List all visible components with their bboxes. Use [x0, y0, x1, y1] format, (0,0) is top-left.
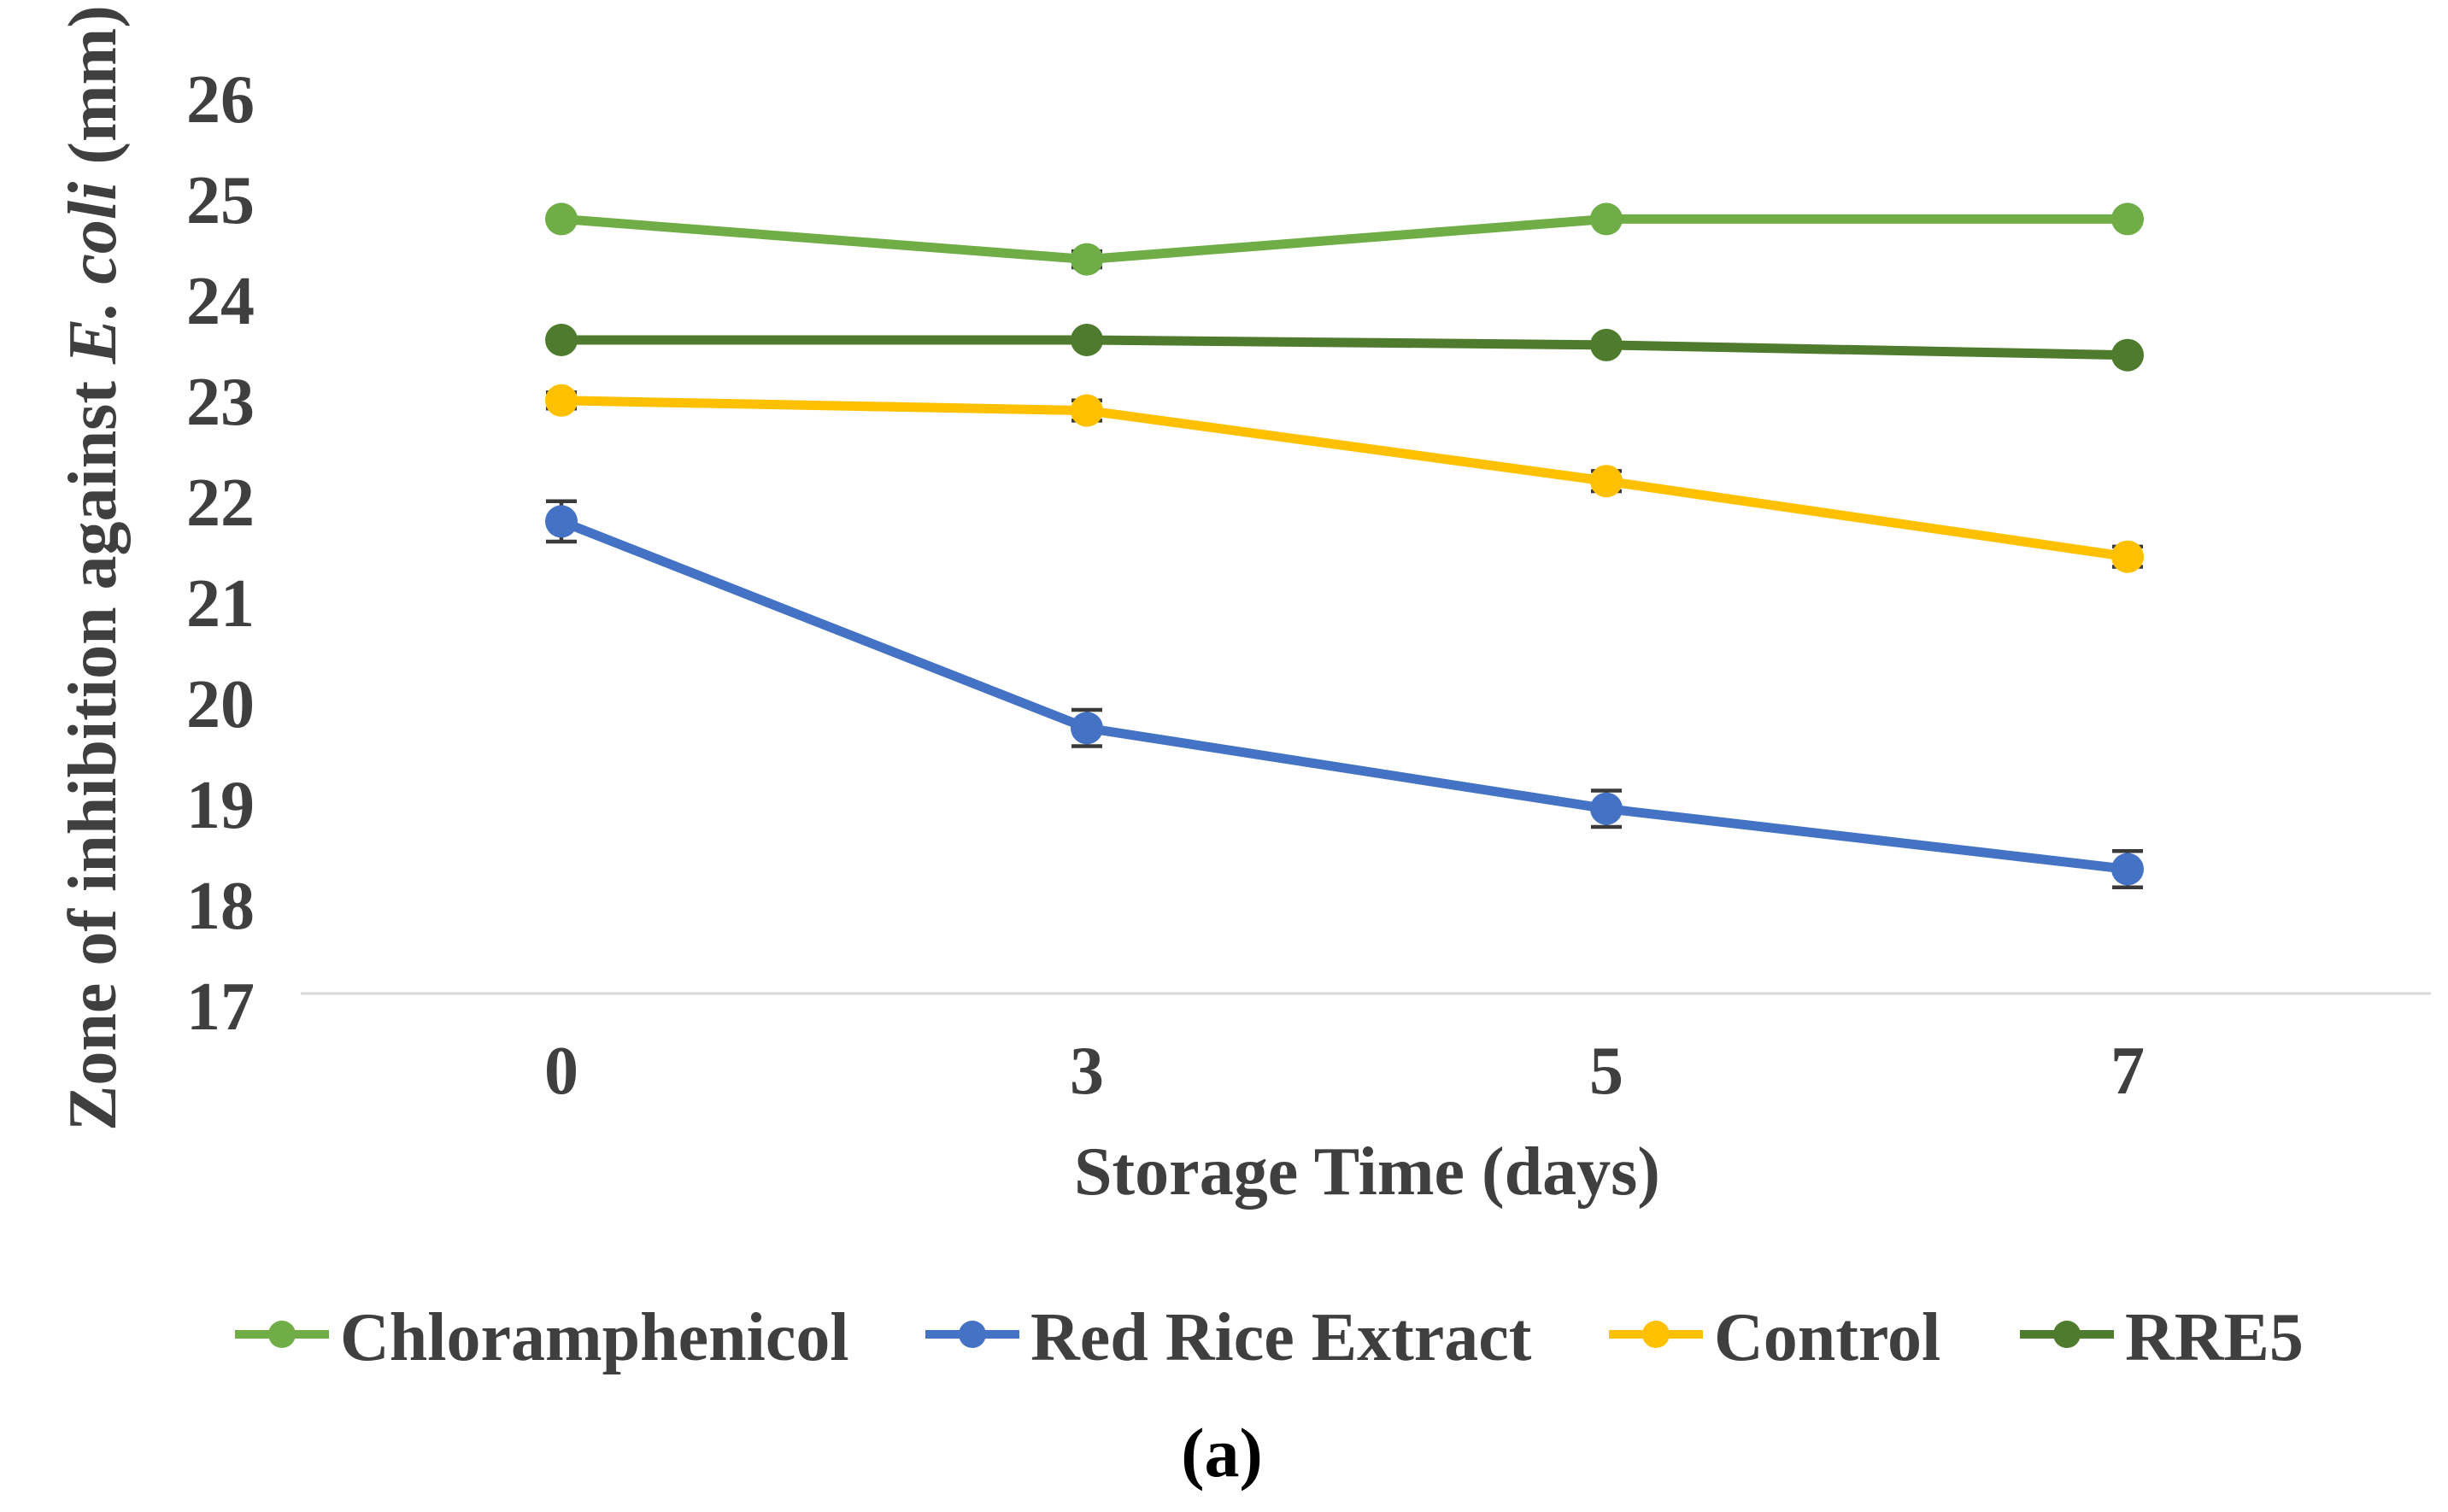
y-tick-label: 18 — [186, 869, 255, 944]
y-tick-label: 24 — [186, 264, 255, 339]
y-tick-label: 21 — [186, 566, 255, 642]
y-tick-label: 25 — [186, 163, 255, 238]
x-tick-label: 3 — [1070, 1034, 1104, 1109]
series-line — [556, 396, 2133, 562]
series-line — [556, 335, 2133, 360]
data-point — [2111, 338, 2144, 372]
data-point — [2111, 853, 2144, 886]
x-tick-label: 5 — [1589, 1034, 1623, 1109]
series-control — [545, 384, 2144, 573]
data-point — [1071, 712, 1103, 745]
legend-marker-dot — [2053, 1321, 2081, 1348]
series-line — [556, 214, 2133, 265]
legend-item-rre5: RRE5 — [2020, 1300, 2304, 1375]
legend-label: Control — [1714, 1300, 1940, 1375]
data-point — [545, 505, 578, 538]
x-axis-title: Storage Time (days) — [1074, 1134, 1660, 1210]
legend-label: Red Rice Extract — [1030, 1300, 1532, 1375]
x-tick-label: 0 — [544, 1034, 578, 1109]
data-point — [1590, 328, 1623, 361]
figure-caption: (a) — [1181, 1414, 1263, 1491]
legend-item-chloramphenicol: Chloramphenicol — [235, 1300, 849, 1375]
legend-marker-dot — [1642, 1321, 1670, 1348]
series-red-rice-extract — [545, 499, 2144, 889]
data-point — [1590, 465, 1623, 498]
y-tick-label: 22 — [186, 466, 255, 541]
y-tick-label: 26 — [186, 62, 255, 138]
y-tick-label: 20 — [186, 667, 255, 742]
y-axis-title: Zone of inhibition against E. coli (mm) — [56, 5, 131, 1131]
legend-item-red-rice-extract: Red Rice Extract — [925, 1300, 1532, 1375]
data-point — [1071, 324, 1103, 356]
data-point — [1071, 394, 1103, 427]
y-tick-label: 19 — [186, 768, 255, 843]
data-point — [545, 202, 578, 236]
legend-label: RRE5 — [2125, 1300, 2304, 1375]
y-tick-label: 17 — [186, 970, 255, 1045]
data-point — [1590, 202, 1623, 236]
series-layer — [545, 202, 2144, 889]
data-point — [1071, 243, 1103, 276]
legend: Chloramphenicol Red Rice Extract Control RR… — [235, 1300, 2304, 1375]
data-point — [545, 324, 578, 356]
x-axis-tick-labels: 0 3 5 7 — [544, 1034, 2145, 1109]
legend-marker-dot — [959, 1321, 986, 1348]
series-line — [556, 516, 2133, 874]
y-tick-label: 23 — [186, 365, 255, 440]
series-chloramphenicol — [545, 202, 2144, 276]
data-point — [2111, 202, 2144, 236]
legend-marker-dot — [268, 1321, 296, 1348]
series-rre5 — [545, 324, 2144, 372]
legend-label: Chloramphenicol — [340, 1300, 849, 1375]
legend-item-control: Control — [1609, 1300, 1940, 1375]
data-point — [545, 384, 578, 417]
y-axis-tick-labels: 26 25 24 23 22 21 20 19 18 17 — [186, 62, 255, 1045]
x-tick-label: 7 — [2110, 1034, 2145, 1109]
data-point — [1590, 792, 1623, 825]
data-point — [2111, 540, 2144, 573]
